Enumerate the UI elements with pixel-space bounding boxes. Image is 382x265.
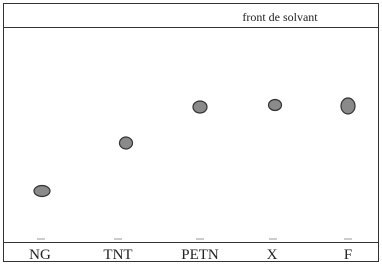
plate-border bbox=[4, 4, 379, 262]
solvent-front-label: front de solvant bbox=[242, 10, 318, 24]
lane-label: TNT bbox=[103, 247, 132, 263]
page: front de solvant NG TNT PETN X F (() => … bbox=[0, 0, 382, 265]
spot bbox=[193, 101, 207, 113]
spot bbox=[34, 186, 50, 197]
lane-label: PETN bbox=[181, 247, 219, 263]
lane-label: NG bbox=[29, 247, 51, 263]
spot bbox=[269, 100, 282, 111]
lane-label: X bbox=[267, 247, 278, 263]
spot bbox=[120, 137, 133, 149]
spot bbox=[341, 98, 355, 114]
tlc-plate: front de solvant NG TNT PETN X F bbox=[0, 0, 382, 265]
lane-label: F bbox=[344, 247, 352, 263]
